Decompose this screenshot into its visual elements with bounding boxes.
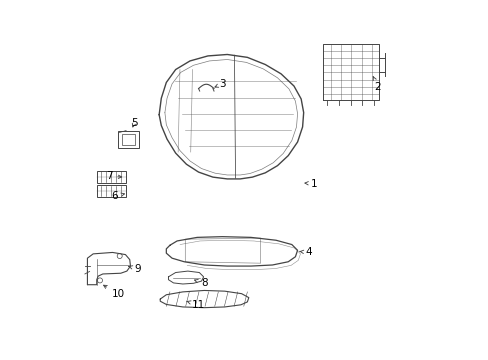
- Text: 9: 9: [128, 264, 141, 274]
- Bar: [97, 171, 126, 183]
- Text: 11: 11: [186, 300, 205, 310]
- Text: 3: 3: [215, 79, 225, 89]
- Text: 1: 1: [305, 179, 317, 189]
- Text: 5: 5: [130, 118, 137, 128]
- Text: 4: 4: [299, 247, 311, 257]
- Text: 7: 7: [105, 171, 122, 181]
- Bar: [118, 131, 139, 148]
- Text: 6: 6: [111, 191, 124, 201]
- Text: 10: 10: [103, 285, 124, 299]
- Bar: [122, 134, 135, 145]
- Text: 2: 2: [372, 76, 381, 92]
- Text: 8: 8: [194, 278, 207, 288]
- Bar: [97, 185, 126, 197]
